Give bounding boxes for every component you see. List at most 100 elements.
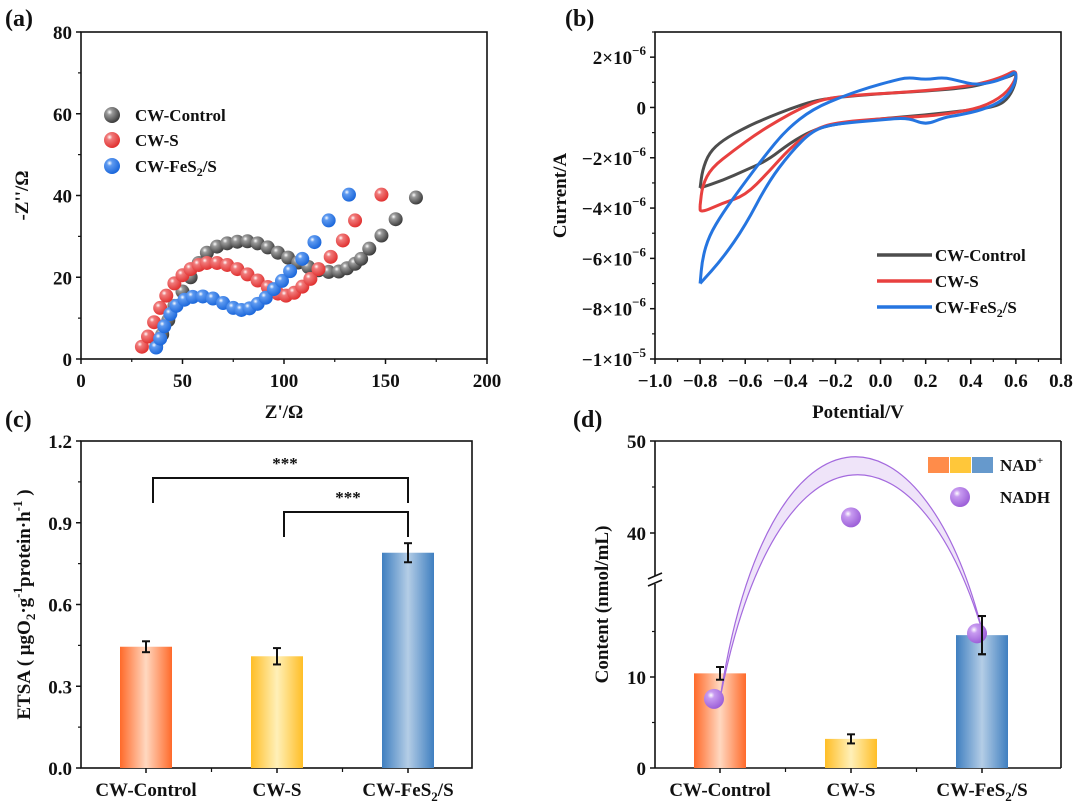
data-point (274, 273, 289, 288)
nadh-point (841, 507, 861, 528)
data-point (230, 234, 245, 249)
panel-c-etsa: 0.0 0.3 0.6 0.9 1.2 CW-Control CW-S CW-FeS2/S **… (10, 432, 473, 804)
x-axis-label: Z'/Ω (265, 402, 303, 423)
y-tick-label: 0 (637, 98, 647, 119)
data-point (295, 251, 310, 266)
legend-label-nadh: NADH (1000, 488, 1050, 507)
data-point (323, 249, 338, 264)
x-tick-label: 0.6 (1004, 371, 1028, 392)
bar-cw-fes2-s (382, 552, 434, 768)
panel-label-a: (a) (5, 6, 33, 32)
data-point (153, 331, 168, 346)
y-tick-label: 40 (627, 524, 646, 545)
data-point (374, 228, 389, 243)
data-point (348, 213, 363, 228)
y-axis-label: Current/A (550, 153, 571, 238)
x-tick-label: 200 (473, 371, 502, 392)
y-tick-label: −6×10−6 (582, 244, 647, 270)
data-point (374, 187, 389, 202)
y-tick-label: 1.2 (48, 432, 72, 453)
nadh-point (704, 688, 724, 709)
data-point (157, 319, 172, 334)
panel-label-c: (c) (5, 407, 32, 433)
data-point (408, 190, 423, 205)
legend-label: CW-FeS2/S (935, 298, 1017, 320)
data-point (335, 233, 350, 248)
x-tick-label: 0.4 (959, 371, 983, 392)
y-tick-label: 20 (53, 268, 72, 289)
x-tick-label: 0.0 (869, 371, 893, 392)
x-tick-label: −0.8 (683, 371, 718, 392)
legend-marker (104, 107, 120, 123)
panel-b-cv: −1.0 −0.8 −0.6 −0.4 −0.2 0.0 0.2 0.4 0.6 0.8 2×10−… (550, 31, 1073, 423)
x-tick-label: 0.2 (914, 371, 938, 392)
y-tick-label: 40 (53, 187, 72, 208)
y-tick-label: 50 (627, 432, 646, 453)
x-tick-label: −0.4 (773, 371, 808, 392)
data-point (159, 288, 174, 303)
significance-label: *** (335, 488, 361, 507)
y-tick-label: 60 (53, 105, 72, 126)
bar-cw-s (251, 656, 303, 768)
y-axis-label: Content (nmol/mL) (592, 526, 613, 684)
nad-bar-cw-control (694, 673, 746, 768)
y-tick-label: 0 (637, 759, 647, 780)
significance-label: *** (272, 454, 298, 473)
data-point (140, 329, 155, 344)
legend-swatch-orange (928, 457, 949, 473)
data-point (199, 245, 214, 260)
panel-label-b: (b) (565, 6, 594, 32)
legend-marker-nadh (950, 487, 970, 507)
x-tick-label: 50 (173, 371, 192, 392)
legend-swatch-blue (972, 457, 993, 473)
panel-d-nad: 0 10 40 50 CW-Control CW-S CW-FeS2/S NAD+ NADH Co… (592, 432, 1062, 804)
y-tick-label: 80 (53, 23, 72, 44)
plot-frame (80, 31, 488, 360)
panel-label-d: (d) (573, 407, 602, 433)
x-tick-label: CW-S (827, 780, 876, 801)
data-point (341, 187, 356, 202)
y-axis-label: ETSA ( μgO2·g-1protein·h-1 ) (10, 489, 38, 719)
break-gap (900, 577, 940, 584)
significance-bracket (152, 477, 409, 503)
data-point (307, 235, 322, 250)
y-tick-label: 0 (63, 350, 73, 371)
x-tick-label: 100 (270, 371, 299, 392)
y-tick-label: −2×10−6 (582, 144, 647, 170)
x-tick-label: −0.6 (728, 371, 763, 392)
data-point (185, 289, 200, 304)
data-point (250, 273, 265, 288)
series-line-cw-fes2-s (698, 71, 1018, 285)
legend-label: CW-S (135, 131, 179, 150)
data-point (240, 267, 255, 282)
panel-a-nyquist: 0 50 100 150 200 0 20 40 60 80 Z'/Ω -Z''/Ω CW-Contro… (12, 23, 501, 423)
legend-label-nad: NAD+ (1000, 455, 1043, 475)
x-tick-label: CW-Control (669, 780, 770, 801)
data-point (134, 339, 149, 354)
x-tick-label: CW-FeS2/S (362, 780, 453, 804)
x-tick-label: 0.8 (1049, 371, 1073, 392)
x-tick-label: 150 (371, 371, 400, 392)
y-tick-label: 0.9 (48, 514, 72, 535)
data-point (354, 251, 369, 266)
data-point (311, 262, 326, 277)
y-tick-label: 0.0 (48, 759, 72, 780)
x-tick-label: −0.2 (818, 371, 853, 392)
bar-cw-control (120, 646, 172, 768)
legend-swatch-yellow (950, 457, 971, 473)
data-point (303, 271, 318, 286)
series-cw-s (134, 187, 389, 354)
series-cw-fes2-s (149, 187, 356, 355)
axis-break-mark (647, 579, 663, 587)
legend-label: CW-S (935, 272, 979, 291)
x-tick-label: −1.0 (638, 371, 673, 392)
x-tick-label: CW-Control (95, 780, 196, 801)
legend-marker (104, 158, 120, 174)
nadh-confidence-band (719, 456, 984, 699)
x-axis-label: Potential/V (812, 402, 904, 423)
x-tick-label: CW-S (253, 780, 302, 801)
y-axis-label: -Z''/Ω (12, 170, 33, 220)
data-point (388, 212, 403, 227)
significance-bracket (283, 511, 409, 537)
